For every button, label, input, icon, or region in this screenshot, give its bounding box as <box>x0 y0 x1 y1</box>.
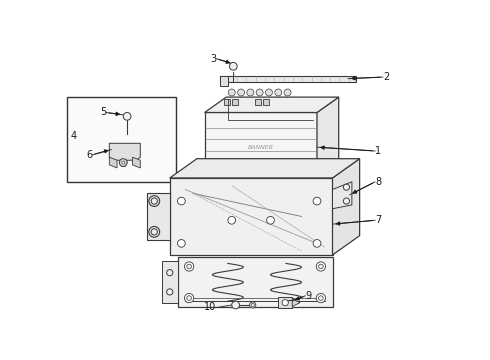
Circle shape <box>151 229 157 235</box>
Text: 8: 8 <box>375 177 381 187</box>
Polygon shape <box>255 99 261 105</box>
Circle shape <box>167 289 173 295</box>
Polygon shape <box>205 112 317 174</box>
Circle shape <box>167 270 173 276</box>
Polygon shape <box>133 157 140 168</box>
Text: 3: 3 <box>210 54 216 64</box>
Polygon shape <box>333 182 352 209</box>
Polygon shape <box>205 97 339 112</box>
Circle shape <box>316 293 325 303</box>
Circle shape <box>238 89 245 96</box>
Text: 2: 2 <box>383 72 389 82</box>
Circle shape <box>151 198 157 204</box>
Circle shape <box>177 197 185 205</box>
Polygon shape <box>109 157 117 168</box>
Circle shape <box>187 296 192 300</box>
Circle shape <box>184 262 194 271</box>
Circle shape <box>282 300 288 306</box>
Circle shape <box>343 198 349 204</box>
Circle shape <box>284 89 291 96</box>
Circle shape <box>313 197 321 205</box>
Polygon shape <box>292 299 300 306</box>
Polygon shape <box>317 97 339 174</box>
Circle shape <box>318 296 323 300</box>
Circle shape <box>251 303 254 306</box>
Polygon shape <box>147 193 170 239</box>
Text: 9: 9 <box>305 291 312 301</box>
Polygon shape <box>162 261 177 303</box>
Polygon shape <box>224 99 230 105</box>
Circle shape <box>313 239 321 247</box>
Circle shape <box>267 216 274 224</box>
Bar <box>68 97 176 182</box>
Polygon shape <box>170 178 333 255</box>
Circle shape <box>266 89 272 96</box>
Circle shape <box>275 89 282 96</box>
Polygon shape <box>220 76 228 86</box>
Text: 6: 6 <box>86 150 92 160</box>
Circle shape <box>229 62 237 70</box>
Polygon shape <box>232 99 238 105</box>
Circle shape <box>149 226 160 237</box>
Circle shape <box>316 262 325 271</box>
Circle shape <box>343 184 349 190</box>
Text: 5: 5 <box>100 108 106 117</box>
Text: 4: 4 <box>71 131 76 141</box>
Text: BANNER: BANNER <box>247 145 273 150</box>
Polygon shape <box>109 143 140 160</box>
Text: 7: 7 <box>375 215 381 225</box>
Circle shape <box>249 302 256 308</box>
Circle shape <box>177 239 185 247</box>
Text: 1: 1 <box>375 146 381 156</box>
Circle shape <box>318 264 323 269</box>
Circle shape <box>120 159 127 166</box>
Polygon shape <box>177 257 333 307</box>
Text: 10: 10 <box>204 302 216 312</box>
Circle shape <box>232 301 240 309</box>
Polygon shape <box>170 159 360 178</box>
Circle shape <box>256 89 263 96</box>
Polygon shape <box>333 159 360 255</box>
Circle shape <box>247 89 254 96</box>
Polygon shape <box>278 297 292 308</box>
Circle shape <box>187 264 192 269</box>
Polygon shape <box>220 76 356 82</box>
Circle shape <box>184 293 194 303</box>
Circle shape <box>228 216 236 224</box>
Circle shape <box>149 195 160 206</box>
Circle shape <box>123 112 131 120</box>
Circle shape <box>122 161 125 164</box>
Circle shape <box>228 89 235 96</box>
Polygon shape <box>263 99 269 105</box>
